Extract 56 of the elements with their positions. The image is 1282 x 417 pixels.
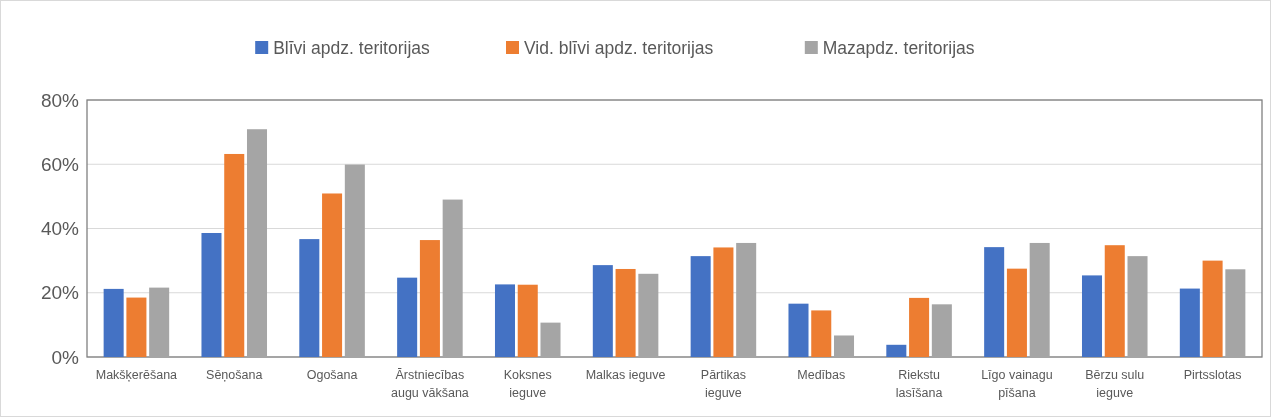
legend-label: Vid. blīvi apdz. teritorijas <box>524 38 714 59</box>
bar <box>103 288 124 357</box>
bar <box>126 297 147 357</box>
bar <box>984 247 1005 357</box>
bar <box>442 199 463 357</box>
bar <box>834 335 855 357</box>
bar <box>1029 242 1050 357</box>
bar <box>246 129 268 357</box>
bar <box>224 153 245 357</box>
x-tick-label: Malkas ieguve <box>585 368 666 382</box>
x-tick-label: Medības <box>797 368 846 382</box>
bar <box>1179 288 1200 357</box>
x-tick-label: Ogošana <box>306 368 358 382</box>
bar <box>149 287 170 357</box>
x-tick-label: Sēņošana <box>206 368 263 382</box>
y-tick-label: 0% <box>51 346 80 368</box>
x-tick-label: Riekstu lasīšana <box>895 368 943 400</box>
x-tick-label: Ārstniecības augu vākšana <box>390 368 469 400</box>
x-tick-label: Līgo vainagu pīšana <box>981 368 1053 400</box>
x-tick-label: Makšķerēšana <box>95 368 178 382</box>
bar <box>713 247 734 357</box>
legend-label: Mazapdz. teritorijas <box>822 38 975 59</box>
y-tick-label: 80% <box>40 89 80 111</box>
bar <box>931 304 952 357</box>
bar <box>1006 268 1027 357</box>
bar <box>909 297 930 357</box>
bar <box>540 322 561 357</box>
x-tick-label: Pirtsslotas <box>1183 368 1242 382</box>
bar <box>344 164 365 357</box>
bar <box>788 303 809 357</box>
bar <box>1081 275 1103 357</box>
bar <box>811 310 832 357</box>
bar <box>1225 269 1246 357</box>
bar <box>517 284 538 357</box>
y-tick-label: 20% <box>40 282 80 304</box>
bar <box>592 265 613 357</box>
bar <box>397 277 418 357</box>
bar <box>886 344 907 357</box>
bar <box>1104 245 1125 357</box>
bar <box>736 242 757 357</box>
bar <box>690 256 711 357</box>
bar <box>299 239 320 357</box>
x-tick-label: Pārtikas ieguve <box>700 368 746 400</box>
x-tick-label: Bērzu sulu ieguve <box>1085 368 1145 400</box>
y-tick-label: 40% <box>40 218 80 240</box>
bar <box>615 268 636 357</box>
legend-label: Blīvi apdz. teritorijas <box>273 38 431 59</box>
bar <box>201 233 222 357</box>
bar <box>638 273 659 357</box>
bar <box>419 240 440 357</box>
y-tick-label: 60% <box>40 153 80 175</box>
bar <box>1202 260 1223 357</box>
x-tick-label: Koksnes ieguve <box>503 368 552 400</box>
bar <box>494 284 515 357</box>
bar <box>1127 256 1148 357</box>
bar <box>322 193 343 357</box>
